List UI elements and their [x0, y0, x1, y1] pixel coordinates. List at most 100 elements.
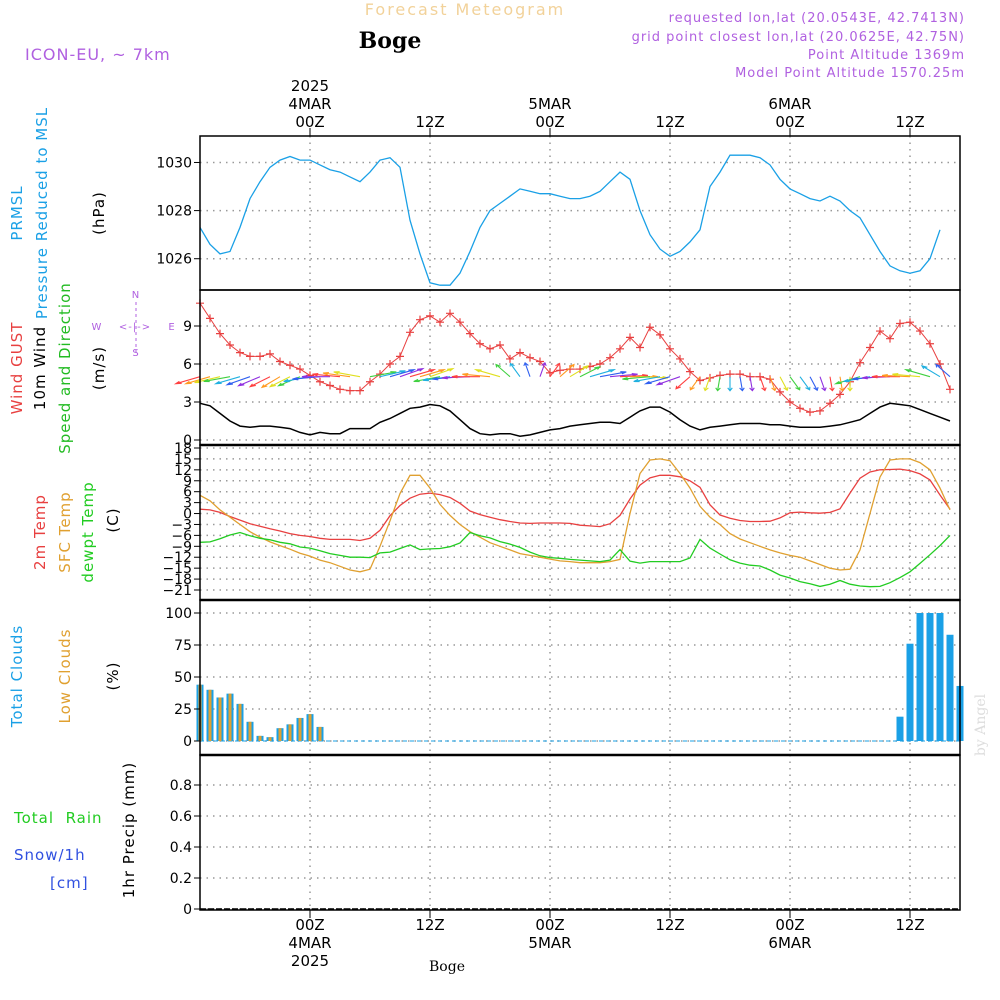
wind-direction-arrow [759, 376, 767, 392]
ytick-label: −21 [162, 583, 192, 599]
wind-gust-marker [516, 348, 524, 357]
date-label-top: 5MAR [528, 95, 571, 113]
date-label-bottom: 5MAR [528, 934, 571, 952]
date-label-bottom: 2025 [291, 952, 329, 970]
footer-location: Boge [429, 959, 465, 975]
wind-direction-arrow [399, 367, 425, 378]
wind-direction-arrow [237, 376, 261, 387]
wind-direction-arrow [559, 363, 575, 378]
wind-gust-marker [646, 323, 654, 332]
ytick-label: 75 [174, 638, 192, 654]
wind-direction-arrow [379, 370, 406, 378]
wind-direction-arrow [248, 376, 271, 388]
wind-gust-marker [216, 329, 224, 338]
date-label-top: 00Z [295, 113, 324, 131]
wind-gust-marker [806, 408, 814, 417]
xtick-label-bottom: 00Z [295, 916, 324, 934]
wind-direction-arrow [225, 376, 251, 386]
wind-gust-marker [276, 357, 284, 366]
wind-direction-arrow [715, 376, 721, 392]
wind-gust-marker [666, 344, 674, 353]
wind-gust-marker [296, 365, 304, 374]
compass-n: N [132, 290, 140, 301]
wind-gust-marker [936, 360, 944, 368]
cloud-bar-total [896, 716, 904, 741]
wind-gust-marker [836, 390, 844, 399]
model-altitude: Model Point Altitude 1570.25m [735, 66, 965, 81]
compass-e: E [168, 322, 175, 333]
wind-direction-arrow [451, 374, 480, 379]
ytick-label: 50 [174, 670, 192, 686]
ytick-label: 6 [183, 485, 192, 501]
cloud-bar-low [318, 726, 322, 741]
date-label-top: 00Z [775, 113, 804, 131]
wind-gust-marker [326, 381, 334, 390]
ytick-label: 0 [183, 902, 192, 918]
wind-direction-arrow [579, 365, 602, 378]
wind-direction-arrow [333, 371, 361, 378]
wind-direction-arrow [727, 376, 733, 392]
wind-direction-arrow [462, 373, 491, 378]
pressure-ylabel-2: Pressure Reduced to MSL [33, 107, 51, 319]
wind-gust-line [199, 302, 951, 413]
cloud-bar-total [946, 634, 954, 741]
cloud-ylabel-total: Total Clouds [8, 625, 26, 728]
wind-gust-marker [916, 327, 924, 336]
wind-direction-arrow [892, 373, 921, 378]
wind-direction-arrow [549, 362, 561, 378]
wind-direction-arrow [903, 369, 931, 378]
wind-direction-arrow [799, 376, 811, 391]
precip-legend-snow: Snow/1h [14, 846, 86, 864]
wind-gust-marker [286, 361, 294, 370]
date-label-top: 2025 [291, 77, 329, 95]
panel-frame-clouds [199, 599, 961, 756]
wind-direction-arrow [429, 367, 455, 378]
wind-direction-arrow [203, 376, 231, 383]
wind-gust-marker [336, 385, 344, 394]
ytick-label: −3 [171, 517, 192, 533]
ytick-label: −6 [171, 528, 192, 544]
ytick-label: 100 [165, 606, 192, 622]
wind-gust-marker [616, 344, 624, 353]
wind-gust-marker [816, 406, 824, 415]
ytick-label: 1026 [156, 252, 192, 268]
wind-direction-arrow [769, 376, 777, 392]
wind-direction-arrow [739, 376, 745, 392]
wind-direction-arrow [268, 376, 291, 388]
wind-direction-arrow [213, 376, 241, 385]
wind-direction-arrow [675, 376, 691, 390]
wind-gust-marker [316, 377, 324, 386]
wind-gust-marker [926, 339, 934, 348]
wind-direction-arrow [643, 376, 671, 385]
wind-gust-marker [526, 353, 534, 362]
wind-gust-marker [796, 404, 804, 413]
wind-gust-marker [656, 330, 664, 339]
wind-gust-marker [776, 387, 784, 396]
xtick-label-bottom: 12Z [655, 916, 684, 934]
xtick-label-bottom: 00Z [535, 916, 564, 934]
cloud-bar-total [916, 613, 924, 741]
wind-gust-marker [906, 318, 914, 327]
cloud-bar-low [278, 728, 282, 741]
wind-direction-arrow [609, 373, 638, 378]
cloud-bar-low [218, 697, 222, 741]
temperature-ylabel-2: dewpt Temp [79, 481, 97, 582]
wind-gust-marker [466, 329, 474, 338]
temperature-units: (C) [104, 507, 122, 532]
ytick-label: 0.6 [170, 809, 192, 825]
wind-gust-marker [266, 349, 274, 358]
cloud-units: (%) [104, 662, 122, 691]
wind-gust-marker [396, 352, 404, 361]
wind-gust-marker [226, 341, 234, 349]
ytick-label: 25 [174, 702, 192, 718]
wind-gust-marker [876, 327, 884, 336]
xtick-label-bottom: 12Z [415, 916, 444, 934]
wind-ylabel-dir: Speed and Direction [56, 282, 74, 454]
wind-direction-arrow [599, 371, 627, 378]
wind-ylabel-gust: Wind GUST [8, 322, 26, 415]
wind-direction-arrow [920, 365, 941, 378]
ytick-label: 15 [174, 452, 192, 468]
wind-gust-marker [556, 366, 564, 375]
wind-direction-arrow [622, 376, 651, 381]
